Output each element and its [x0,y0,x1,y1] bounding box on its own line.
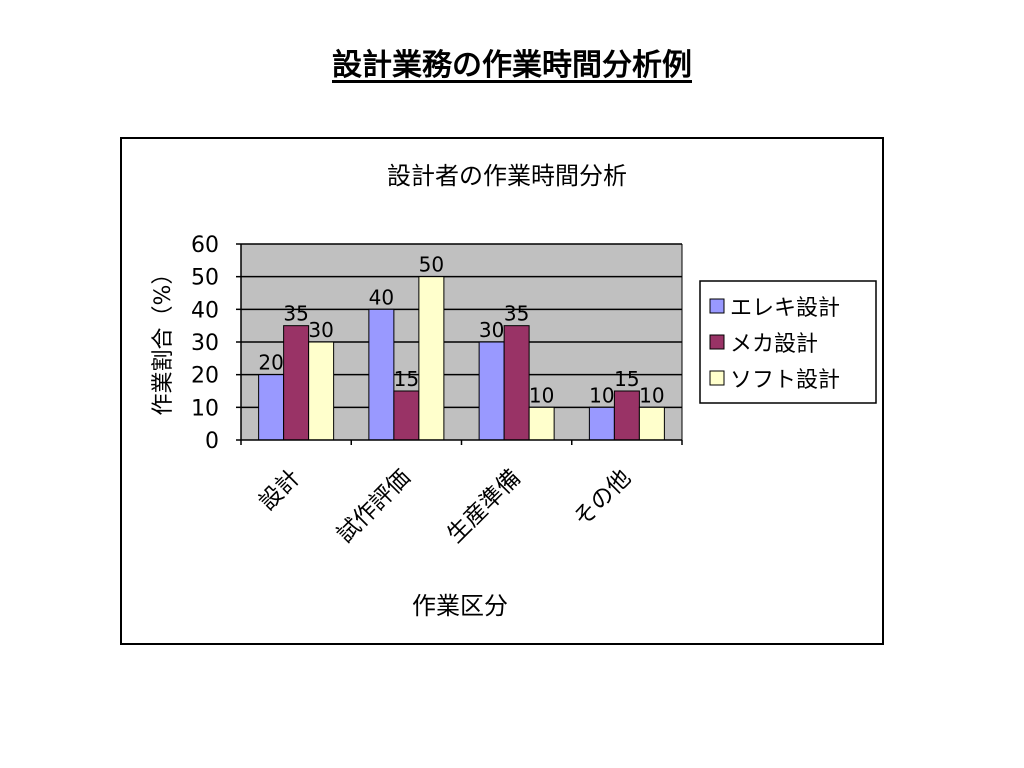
data-label: 10 [589,383,614,407]
bar-1-2 [368,308,395,441]
bar-3-1 [308,341,335,441]
legend-swatch-3 [709,370,725,386]
bar-1-3 [478,341,505,441]
y-tick-label: 20 [191,364,219,389]
bar-2-4 [613,390,640,441]
bar-1-1 [258,374,285,441]
y-tick-label: 60 [191,233,219,258]
y-tick-label: 0 [205,429,219,454]
y-tick-label: 50 [191,266,219,291]
legend-swatch-2 [709,334,725,350]
x-category-label: 設計 [254,465,305,516]
data-label: 35 [504,302,529,326]
data-label: 15 [614,367,639,391]
x-axis-label: 作業区分 [412,592,508,620]
legend-box [699,280,877,404]
bar-1-4 [588,406,615,441]
data-label: 30 [308,318,333,342]
legend-label: ソフト設計 [730,368,840,393]
slide-title: 設計業務の作業時間分析例 [332,48,692,83]
bar-2-1 [283,325,310,441]
plot-area: 0 10 20 30 40 50 60 20 40 30 10 35 15 35 15 30 50 10 10 設計試… [191,233,683,548]
data-label: 40 [369,285,394,309]
x-category-label: その他 [569,465,636,532]
bar-2-3 [503,325,530,441]
bar-3-2 [418,276,445,441]
bar-chart: 設計者の作業時間分析 作業割合（%） 作業区分 0 10 20 30 40 50 60 20 4… [151,162,877,620]
data-label: 20 [258,351,283,375]
data-label: 10 [639,383,664,407]
data-label: 30 [479,318,504,342]
data-label: 35 [283,302,308,326]
bar-3-4 [638,406,665,441]
data-label: 15 [394,367,419,391]
legend-label: メカ設計 [730,332,818,357]
bar-2-2 [393,390,420,441]
y-tick-label: 30 [191,331,219,356]
x-category-label: 試作評価 [332,465,415,548]
y-tick-label: 10 [191,396,219,421]
y-axis-label: 作業割合（%） [151,263,176,416]
data-label: 50 [419,253,444,277]
chart-frame: 設計者の作業時間分析 作業割合（%） 作業区分 0 10 20 30 40 50 60 20 4… [120,137,884,645]
legend-label: エレキ設計 [730,296,840,321]
data-label: 10 [529,383,554,407]
chart-title: 設計者の作業時間分析 [387,162,627,190]
x-category-label: 生産準備 [442,465,525,548]
legend-swatch-1 [709,298,725,314]
bar-3-3 [528,406,555,441]
y-tick-label: 40 [191,298,219,323]
